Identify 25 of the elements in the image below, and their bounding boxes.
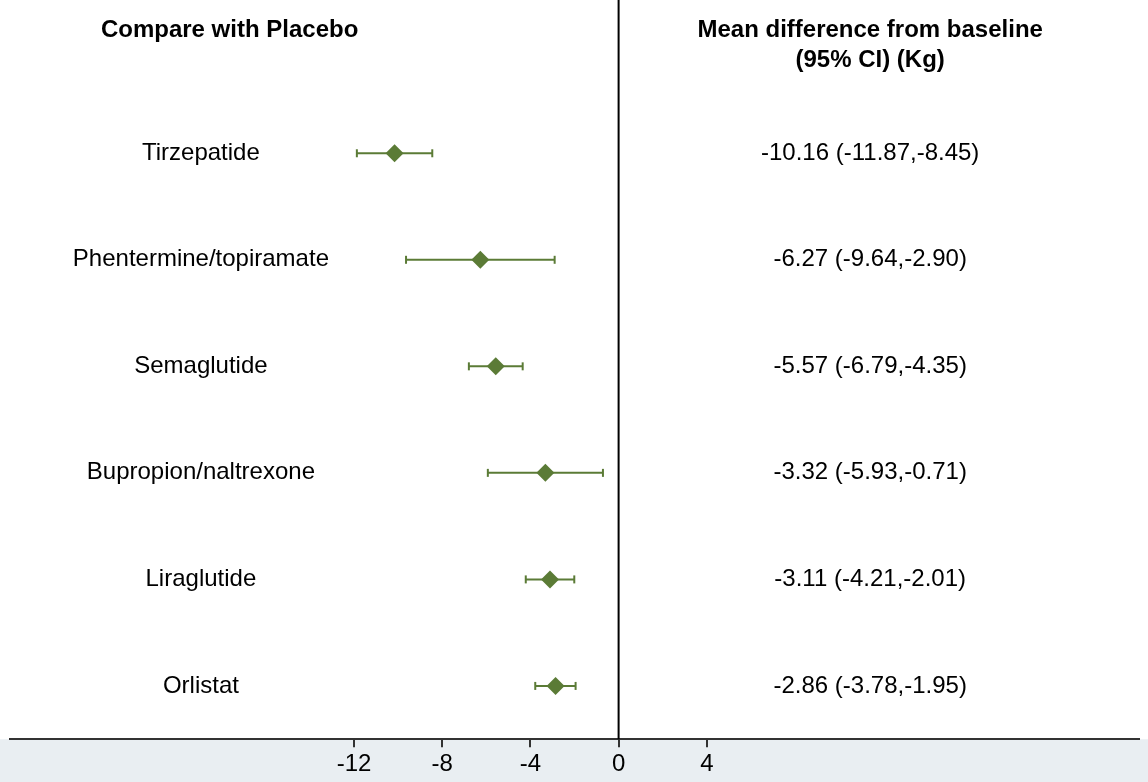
text: Compare with Placebo — [100, 14, 359, 42]
x-tick-label: 0 — [611, 749, 626, 777]
x-tick-label: -4 — [519, 749, 542, 777]
annotation: -2.86 (-3.78,-1.95) — [773, 670, 967, 698]
annotation: -3.11 (-4.21,-2.01) — [774, 564, 967, 592]
y-tick-label: Bupropion/naltrexone — [86, 457, 315, 485]
x-tick-label: 4 — [700, 749, 714, 777]
point — [471, 250, 490, 269]
point — [546, 676, 565, 695]
annotation: -10.16 (-11.87,-8.45) — [761, 137, 980, 165]
x-tick-label: -8 — [431, 749, 453, 777]
x-tick-label: -12 — [336, 749, 372, 777]
point — [385, 144, 404, 163]
text: Mean difference from baseline (95% CI) (Kg) — [697, 14, 1043, 72]
y-tick-label: Tirzepatide — [141, 137, 260, 165]
annotation: -6.27 (-9.64,-2.90) — [773, 244, 967, 272]
annotation: -3.32 (-5.93,-0.71) — [773, 457, 967, 485]
y-tick-label: Orlistat — [162, 670, 240, 698]
point — [536, 463, 555, 482]
y-tick-label: Semaglutide — [134, 350, 268, 378]
point — [541, 570, 560, 589]
annotation: -5.57 (-6.79,-4.35) — [773, 350, 967, 378]
y-tick-label: Phentermine/topiramate — [72, 244, 329, 272]
point — [486, 357, 505, 376]
y-tick-label: Liraglutide — [145, 564, 257, 592]
